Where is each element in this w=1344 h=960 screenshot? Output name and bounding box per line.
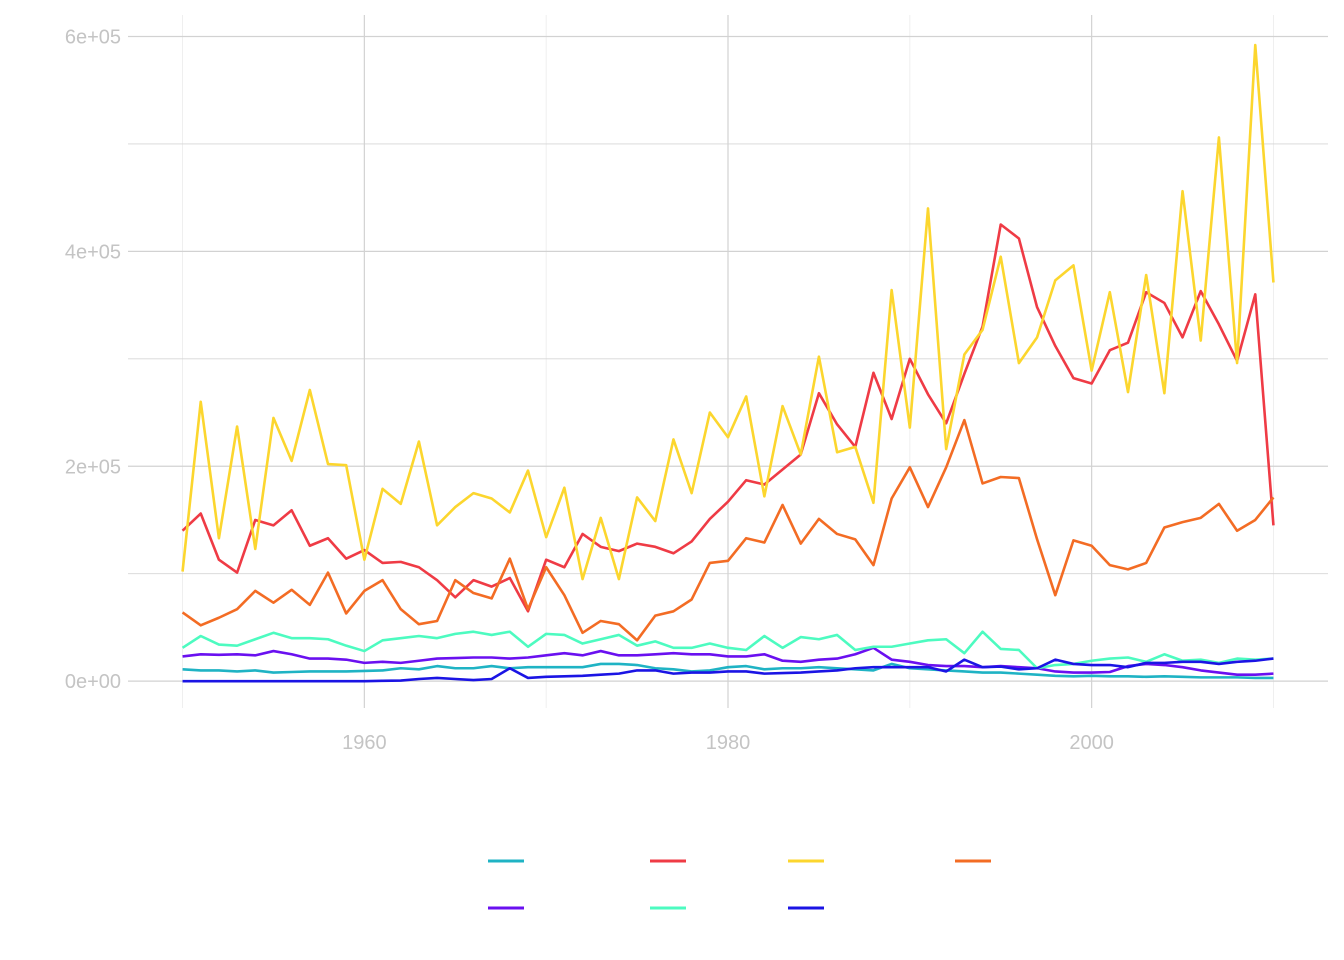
series-line-7 (182, 657, 1274, 683)
series-line-2 (181, 223, 1275, 613)
legend (488, 859, 991, 910)
y-tick-label: 4e+05 (65, 241, 121, 263)
x-tick-label: 1980 (706, 732, 751, 754)
series-line-3 (181, 43, 1275, 581)
series-lines (181, 43, 1275, 683)
y-tick-label: 6e+05 (65, 26, 121, 48)
x-tick-label: 2000 (1069, 732, 1114, 754)
y-axis-tick-labels: 0e+00 2e+05 4e+05 6e+05 (65, 26, 121, 693)
series-line-6 (181, 630, 1274, 670)
x-axis-tick-labels: 1960 1980 2000 (342, 732, 1114, 754)
series-line-4 (181, 418, 1275, 642)
series-line-1 (182, 662, 1274, 680)
y-tick-label: 2e+05 (65, 456, 121, 478)
x-tick-label: 1960 (342, 732, 387, 754)
y-tick-label: 0e+00 (65, 671, 121, 693)
major-x-gridlines (363, 15, 1093, 708)
series-line-5 (182, 646, 1274, 676)
